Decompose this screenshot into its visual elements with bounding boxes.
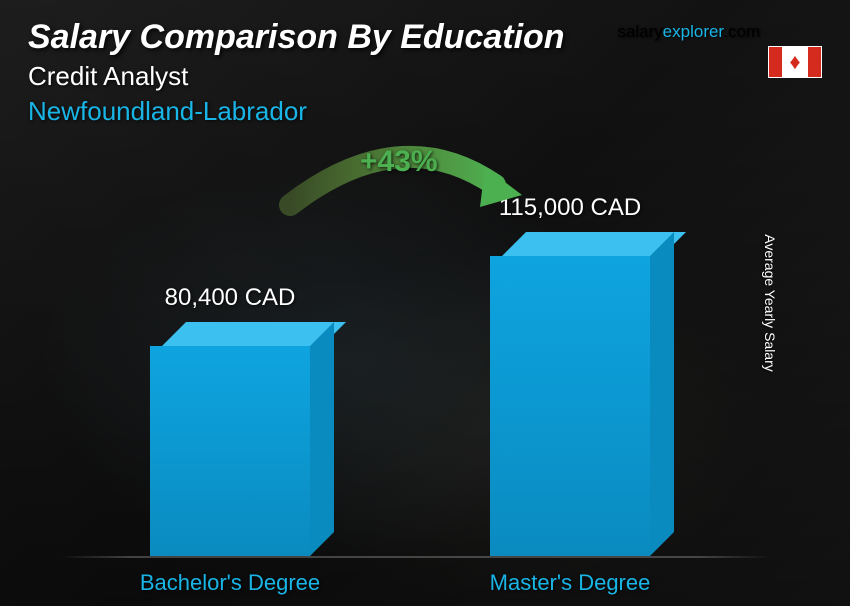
flag-band-right (808, 47, 821, 77)
bar-category-label: Bachelor's Degree (140, 570, 320, 596)
delta-percent-label: +43% (360, 145, 438, 179)
maple-leaf-icon: ♦ (789, 51, 800, 73)
bar-front-face (150, 346, 310, 556)
bar-side-face (650, 232, 674, 556)
source-attribution: salaryexplorer.com (617, 22, 760, 42)
bar-category-label: Master's Degree (490, 570, 651, 596)
country-flag-icon: ♦ (768, 46, 822, 78)
y-axis-label: Average Yearly Salary (761, 234, 777, 372)
flag-center: ♦ (782, 51, 808, 73)
flag-band-left (769, 47, 782, 77)
chart-baseline (60, 556, 770, 558)
source-prefix: salary (617, 22, 662, 41)
chart-region: Newfoundland-Labrador (28, 96, 822, 127)
chart-subtitle: Credit Analyst (28, 61, 822, 92)
bar-front-face (490, 256, 650, 556)
source-suffix: .com (723, 22, 760, 41)
chart-container: Salary Comparison By Education Credit An… (0, 0, 850, 606)
bar-value-label: 80,400 CAD (165, 284, 296, 312)
source-mid: explorer (663, 22, 723, 41)
delta-arrow-container: +43% (270, 135, 530, 235)
bar-side-face (310, 322, 334, 556)
